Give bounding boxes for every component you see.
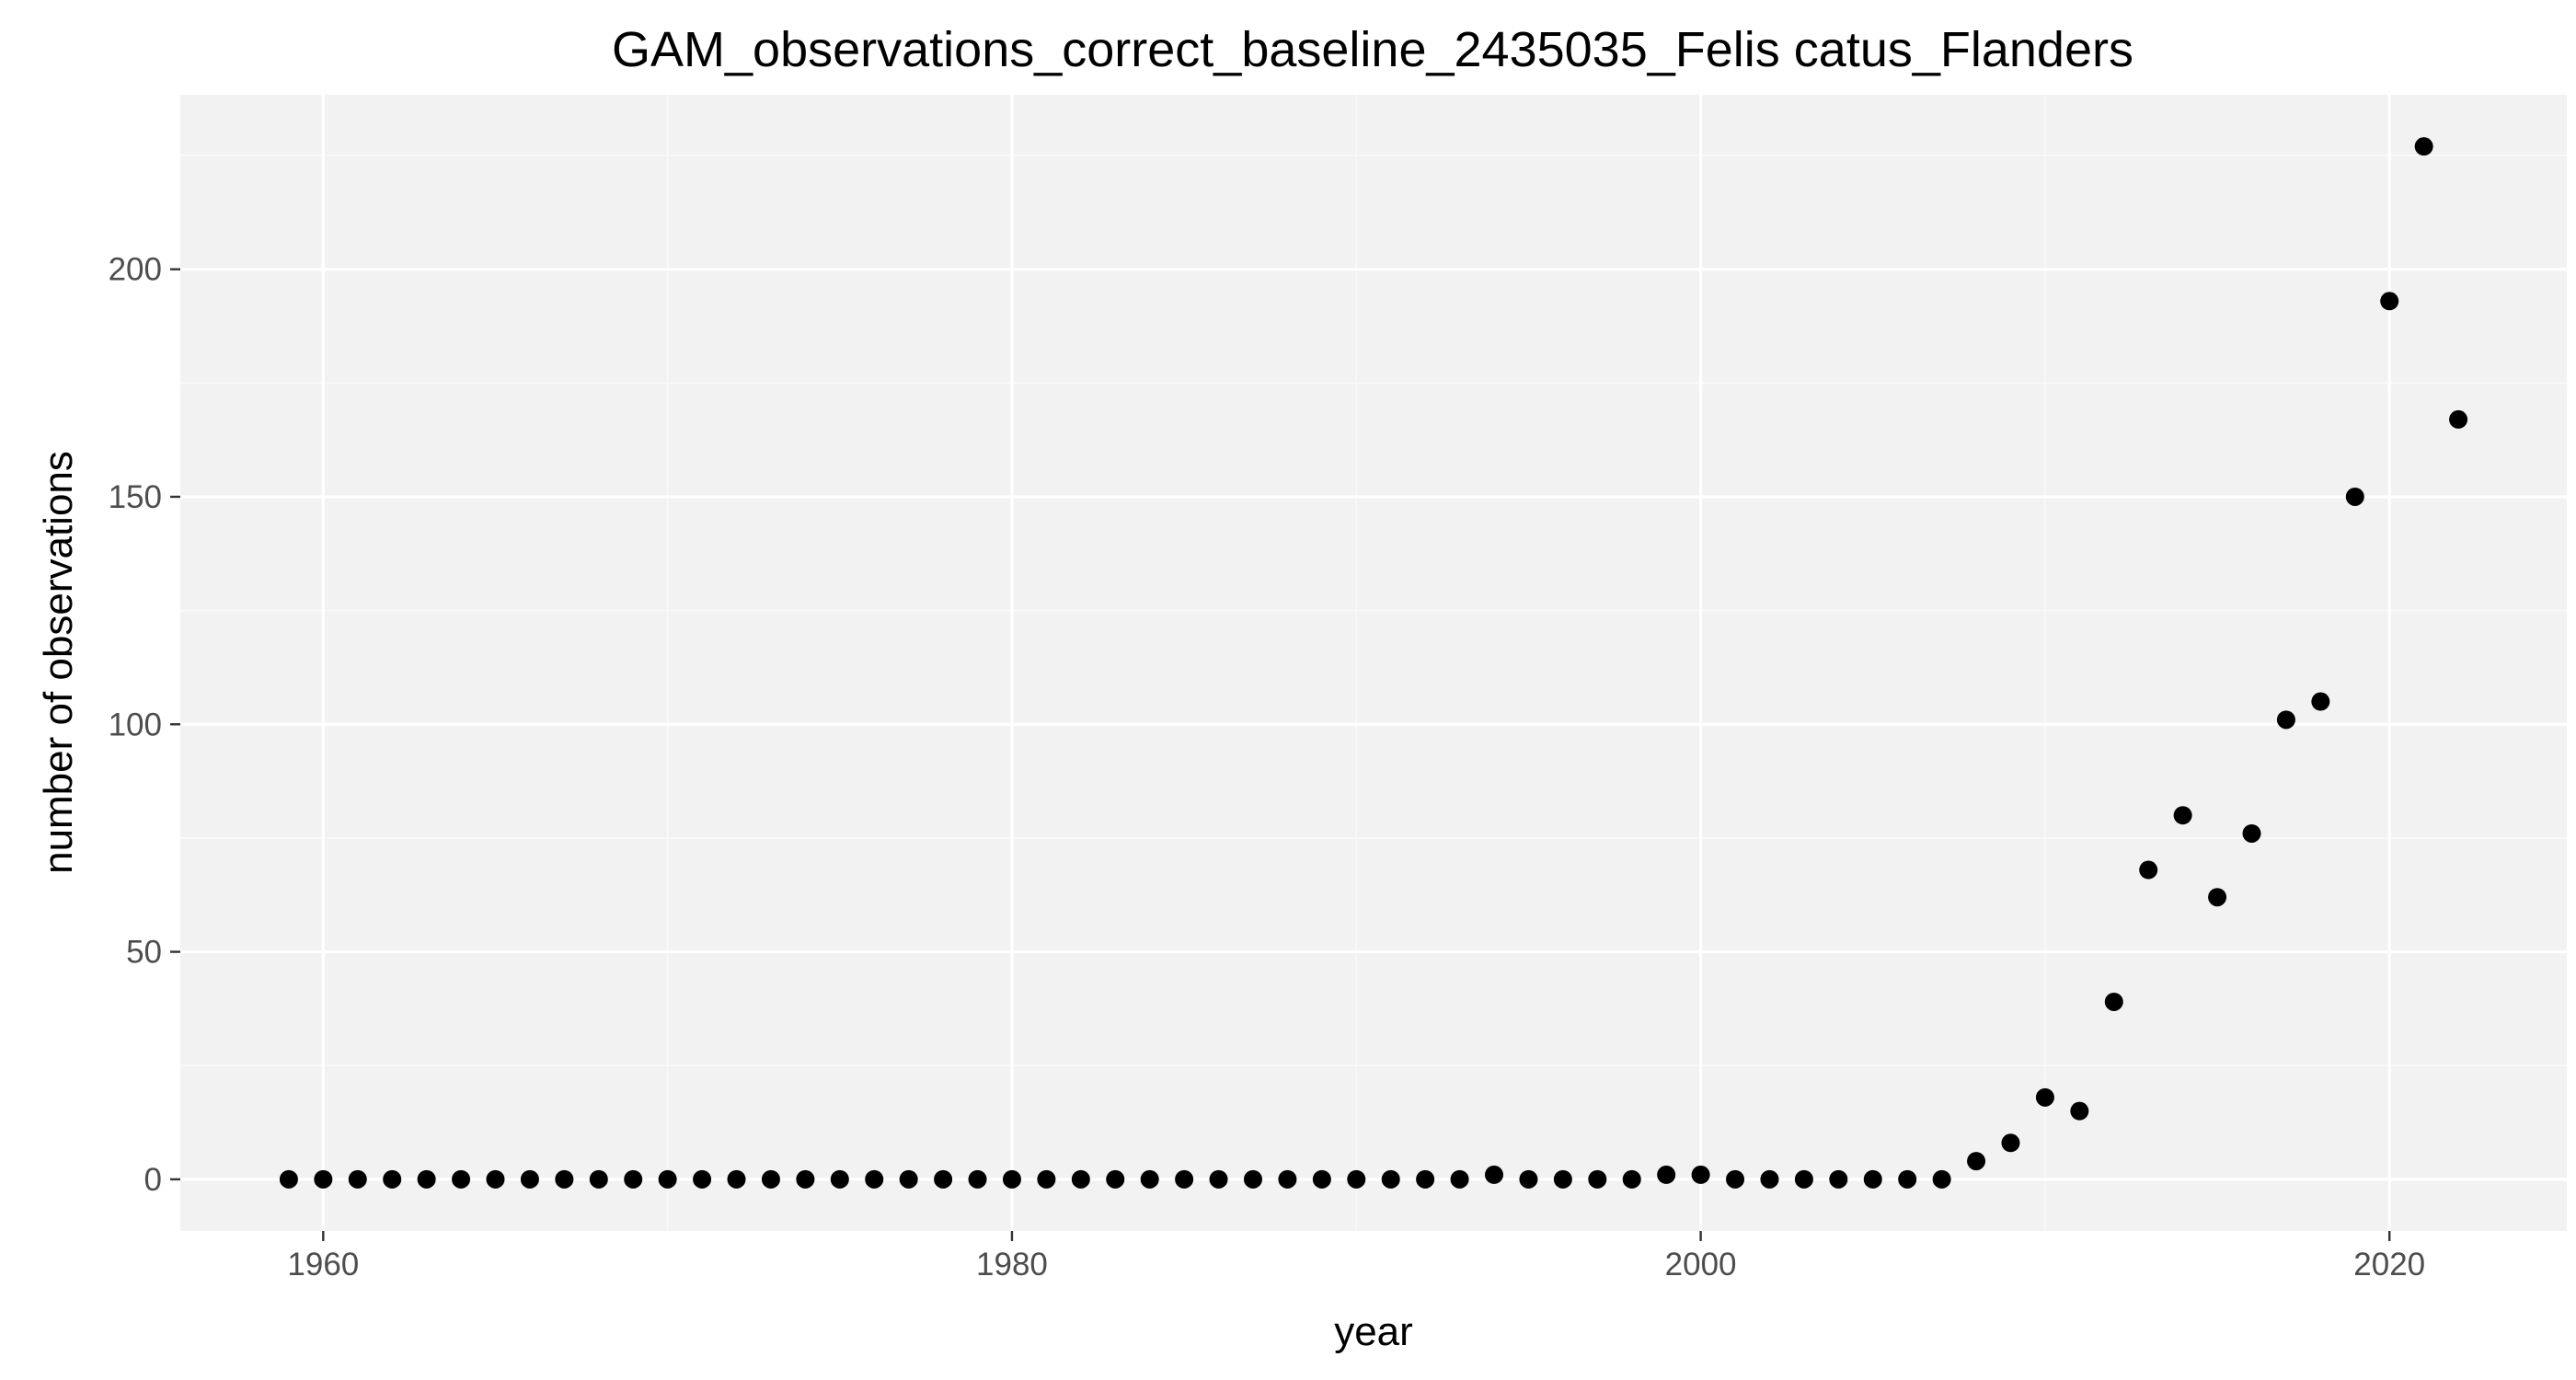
data-point (2242, 823, 2261, 843)
data-point (1485, 1165, 1504, 1184)
data-point (589, 1169, 608, 1189)
data-point (658, 1169, 677, 1189)
y-tick-label: 100 (109, 707, 162, 742)
data-point (2173, 806, 2192, 825)
data-point (1932, 1169, 1951, 1189)
data-point (1760, 1169, 1779, 1189)
data-point (1002, 1169, 1021, 1189)
data-point (2208, 888, 2227, 907)
data-point (1622, 1169, 1641, 1189)
data-point (1140, 1169, 1159, 1189)
data-point (727, 1169, 746, 1189)
data-point (2104, 992, 2123, 1011)
data-point (486, 1169, 505, 1189)
data-point (865, 1169, 884, 1189)
data-point (2001, 1133, 2020, 1153)
data-point (1829, 1169, 1848, 1189)
x-tick-label: 1980 (976, 1247, 1048, 1282)
data-point (2414, 137, 2433, 156)
y-axis-title: number of observations (36, 451, 81, 874)
data-point (1794, 1169, 1813, 1189)
y-axis: 0 50 100 150 200 (109, 252, 180, 1198)
data-point (1726, 1169, 1745, 1189)
data-point (1381, 1169, 1400, 1189)
data-point (1863, 1169, 1882, 1189)
data-point (796, 1169, 815, 1189)
data-point (968, 1169, 987, 1189)
x-tick-label: 2000 (1665, 1247, 1737, 1282)
data-point (1416, 1169, 1435, 1189)
data-point (1347, 1169, 1366, 1189)
data-point (1553, 1169, 1572, 1189)
data-point (2449, 409, 2468, 429)
data-point (1967, 1152, 1986, 1171)
y-tick-label: 150 (109, 479, 162, 515)
data-point (1106, 1169, 1125, 1189)
data-point (2035, 1087, 2054, 1107)
data-point (1071, 1169, 1090, 1189)
data-point (1175, 1169, 1194, 1189)
data-point (279, 1169, 298, 1189)
data-point (624, 1169, 643, 1189)
data-point (1278, 1169, 1297, 1189)
chart-title: GAM_observations_correct_baseline_243503… (612, 22, 2133, 77)
x-tick-label: 1960 (287, 1247, 359, 1282)
data-point (1209, 1169, 1228, 1189)
data-point (899, 1169, 918, 1189)
y-tick-label: 50 (126, 935, 162, 971)
data-point (417, 1169, 436, 1189)
data-point (2070, 1101, 2089, 1121)
y-tick-label: 200 (109, 252, 162, 288)
data-point (2345, 487, 2364, 506)
x-tick-label: 2020 (2353, 1247, 2425, 1282)
data-point (2276, 710, 2295, 730)
data-point (314, 1169, 333, 1189)
data-point (1588, 1169, 1607, 1189)
x-axis-title: year (1334, 1309, 1413, 1354)
data-point (2380, 292, 2399, 311)
data-point (2139, 860, 2158, 880)
data-point (761, 1169, 780, 1189)
data-point (1691, 1165, 1710, 1184)
data-point (520, 1169, 539, 1189)
plot-panel (180, 95, 2567, 1231)
data-point (1898, 1169, 1917, 1189)
major-gridlines (180, 95, 2567, 1231)
data-point (693, 1169, 712, 1189)
data-point (452, 1169, 471, 1189)
data-points (279, 137, 2468, 1189)
data-point (1312, 1169, 1331, 1189)
data-point (830, 1169, 849, 1189)
data-point (348, 1169, 367, 1189)
data-point (1037, 1169, 1056, 1189)
y-tick-label: 0 (144, 1162, 162, 1198)
data-point (934, 1169, 953, 1189)
data-point (383, 1169, 402, 1189)
data-point (2311, 692, 2330, 711)
data-point (555, 1169, 574, 1189)
data-point (1243, 1169, 1262, 1189)
data-point (1657, 1165, 1676, 1184)
minor-gridlines (180, 95, 2567, 1231)
data-point (1519, 1169, 1538, 1189)
data-point (1450, 1169, 1469, 1189)
x-axis: 1960 1980 2000 2020 (287, 1231, 2425, 1282)
